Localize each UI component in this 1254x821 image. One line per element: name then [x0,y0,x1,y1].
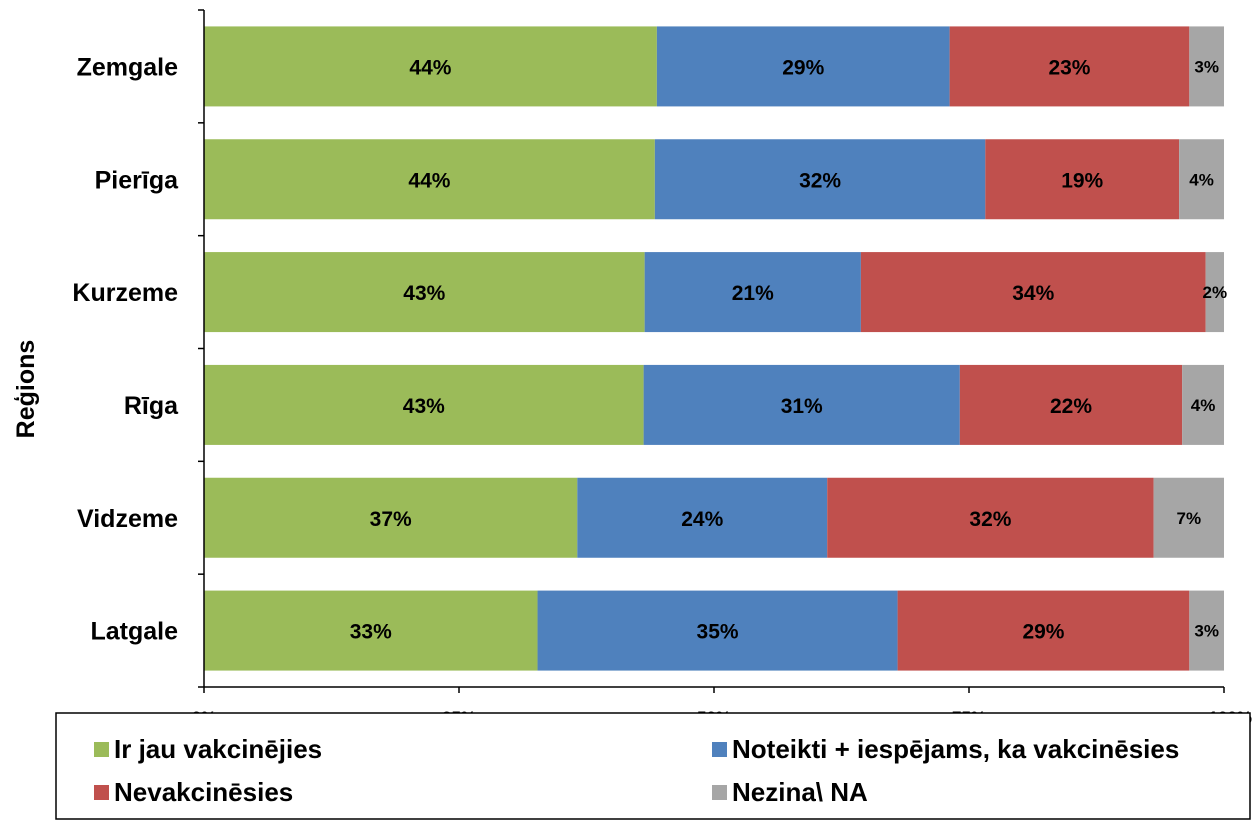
data-label: 4% [1191,396,1216,415]
data-label: 4% [1189,170,1214,189]
data-label: 34% [1012,282,1054,305]
data-label: 3% [1194,57,1219,76]
data-label: 32% [969,508,1011,531]
bar-segment [204,477,578,558]
bar-segment [643,364,960,445]
bar-segment [1189,26,1224,107]
data-label: 44% [408,169,450,192]
bar-segment [204,364,644,445]
data-label: 23% [1048,56,1090,79]
bar-segment [204,139,655,220]
data-label: 32% [799,169,841,192]
bar-segment [654,139,986,220]
category-label: Rīga [124,392,179,420]
bar-segment [1179,139,1224,220]
bar-segment [1205,252,1224,333]
legend-label: Nezina\ NA [732,777,868,807]
legend-swatch [94,785,109,800]
legend-label: Noteikti + iespējams, ka vakcinēsies [732,734,1179,764]
category-labels-layer: Zemgale Pierīga Kurzeme Rīga Vidzeme Latgale [72,53,179,645]
legend-label: Ir jau vakcinējies [114,734,322,764]
category-label: Vidzeme [77,505,178,533]
bar-segment [204,252,645,333]
legend-swatch [712,785,727,800]
bar-segment [1189,590,1224,671]
data-label: 31% [781,395,823,418]
bars-layer: 44% 29% 23% 3% 44% 32% 19% 4% 43% 21% 34% 2% 43% 31% 2… [204,26,1228,671]
bar-segment [949,26,1190,107]
legend: Ir jau vakcinējies Noteikti + iespējams, … [55,712,1251,820]
legend-items: Ir jau vakcinējies Noteikti + iespējams, … [94,734,1179,807]
data-label: 44% [409,56,451,79]
bar-segment [1182,364,1224,445]
bar-segment [985,139,1180,220]
category-label: Kurzeme [72,279,178,307]
bar-segment [827,477,1154,558]
category-label: Zemgale [77,53,179,81]
bar-segment [1153,477,1224,558]
data-label: 35% [697,621,739,644]
bar-segment [897,590,1190,671]
bar-segment [204,590,538,671]
bar-segment [860,252,1206,333]
data-label: 24% [681,508,723,531]
y-axis-title: Reģions [12,340,40,439]
bar-segment [656,26,950,107]
category-label: Latgale [90,618,178,646]
data-label: 37% [370,508,412,531]
data-label: 29% [1022,621,1064,644]
data-label: 7% [1177,509,1202,528]
data-label: 19% [1061,169,1103,192]
data-label: 33% [350,621,392,644]
bar-segment [204,26,657,107]
data-label: 21% [732,282,774,305]
bar-segment [537,590,898,671]
legend-swatch [712,742,727,757]
legend-swatch [94,742,109,757]
axes-layer [198,9,1224,688]
data-label: 22% [1050,395,1092,418]
legend-box [55,712,1251,820]
data-label: 43% [403,395,445,418]
bar-segment [959,364,1183,445]
data-label: 2% [1203,283,1228,302]
bar-segment [644,252,861,333]
legend-label: Nevakcinēsies [114,777,293,807]
bar-segment [577,477,828,558]
category-label: Pierīga [95,166,179,194]
data-label: 43% [403,282,445,305]
data-label: 29% [782,56,824,79]
data-label: 3% [1194,622,1219,641]
